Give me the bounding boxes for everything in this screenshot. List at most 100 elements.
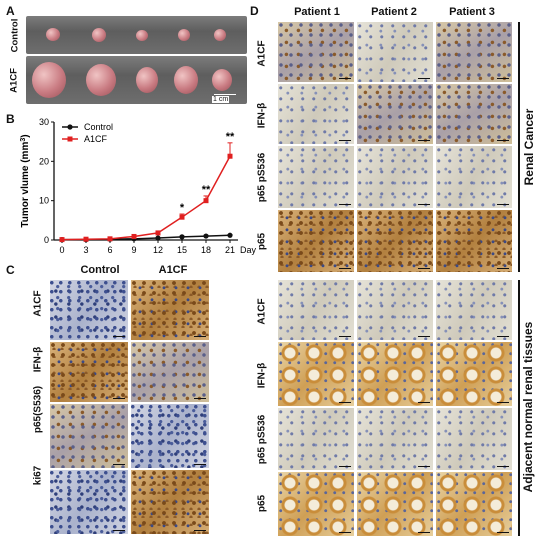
data-point (179, 214, 185, 220)
tumor (92, 28, 106, 42)
panel-d-row-label: A1CF (256, 40, 268, 67)
significance-label: * (180, 202, 185, 214)
scale-bar (194, 335, 206, 337)
ihc-image (436, 210, 512, 272)
scale-bar (113, 397, 125, 399)
ihc-image (436, 280, 512, 340)
scale-bar (194, 529, 206, 531)
data-point (155, 230, 161, 236)
x-tick-label: 0 (59, 245, 64, 255)
tumor (214, 29, 226, 41)
ihc-image (357, 280, 433, 340)
x-tick-label: 9 (131, 245, 136, 255)
data-point (155, 235, 161, 241)
scale-bar (339, 531, 351, 533)
scale-bar (418, 335, 430, 337)
x-tick-label: 15 (177, 245, 187, 255)
data-point (203, 198, 209, 204)
scale-bar (339, 267, 351, 269)
ihc-image (357, 146, 433, 208)
ihc-image (436, 342, 512, 406)
scale-bar (418, 465, 430, 467)
panel-a-row-label-a1cf: A1CF (8, 68, 20, 93)
ihc-image (278, 146, 354, 208)
scale-bar (339, 335, 351, 337)
scale-bar (339, 203, 351, 205)
scale-bar (497, 267, 509, 269)
ihc-image (436, 472, 512, 536)
panel-d-row-label: IFN-β (256, 102, 268, 129)
legend-label: Control (84, 122, 113, 132)
y-tick-label: 10 (39, 196, 49, 206)
scale-bar (497, 531, 509, 533)
tumor (136, 67, 158, 93)
scale-bar (113, 335, 125, 337)
data-point (107, 236, 113, 242)
ihc-image (131, 342, 209, 402)
scale-bar (418, 77, 430, 79)
scale-bar (339, 139, 351, 141)
panel-c-column-header: Control (80, 264, 120, 276)
tumor (136, 30, 148, 41)
ihc-image (357, 342, 433, 406)
panel-d-column-header: Patient 3 (449, 6, 495, 18)
ihc-image (278, 22, 354, 82)
ihc-image (357, 22, 433, 82)
scale-bar (497, 465, 509, 467)
tumor (32, 62, 66, 98)
y-tick-label: 20 (39, 156, 49, 166)
ihc-image (357, 408, 433, 470)
ihc-image (278, 472, 354, 536)
scale-bar (497, 203, 509, 205)
scale-bar-label: 1 cm (212, 96, 230, 103)
legend-marker (67, 136, 73, 142)
x-tick-label: 12 (153, 245, 163, 255)
x-tick-label: 6 (107, 245, 112, 255)
panel-d-row-label: p65 pS536 (256, 152, 268, 203)
ihc-image (436, 408, 512, 470)
x-tick-label: 3 (83, 245, 88, 255)
scale-bar (339, 401, 351, 403)
panel-d-row-label: p65 (256, 232, 268, 251)
scale-bar (418, 531, 430, 533)
a1cf-tumor-photo (26, 56, 247, 104)
x-tick-label: 18 (201, 245, 211, 255)
panel-d-column-header: Patient 1 (294, 6, 340, 18)
group-label-renal-cancer: Renal Cancer (522, 108, 536, 186)
series-line-1 (61, 155, 231, 241)
x-axis-label: Day (240, 245, 257, 255)
ihc-image (131, 404, 209, 468)
data-point (179, 234, 185, 240)
ihc-image (357, 472, 433, 536)
data-point (203, 233, 209, 239)
tumor (46, 28, 60, 41)
scale-bar (418, 139, 430, 141)
scale-bar (113, 529, 125, 531)
legend-label: A1CF (84, 134, 108, 144)
ihc-image (50, 404, 128, 468)
ihc-image (436, 146, 512, 208)
ihc-image (131, 470, 209, 534)
scale-bar (497, 77, 509, 79)
scale-bar (339, 465, 351, 467)
y-tick-label: 30 (39, 117, 49, 127)
ihc-image (278, 280, 354, 340)
ihc-image (278, 408, 354, 470)
group-bracket-line (518, 280, 520, 536)
data-point (227, 232, 233, 238)
ihc-image (50, 342, 128, 402)
ihc-image (357, 210, 433, 272)
ihc-image (278, 84, 354, 144)
panel-a-row-label-control: Control (9, 18, 21, 53)
tumor (86, 64, 116, 96)
scale-bar (418, 267, 430, 269)
panel-d-row-label: p65 pS536 (256, 414, 268, 465)
y-axis-label: Tumor vlume (mm3) (20, 134, 32, 227)
ihc-image (278, 210, 354, 272)
panel-d-letter: D (250, 4, 259, 18)
panel-c-row-label: A1CF (32, 290, 44, 317)
panel-c-column-header: A1CF (158, 264, 188, 276)
data-point (227, 153, 233, 159)
scale-bar (113, 463, 125, 465)
ihc-image (357, 84, 433, 144)
